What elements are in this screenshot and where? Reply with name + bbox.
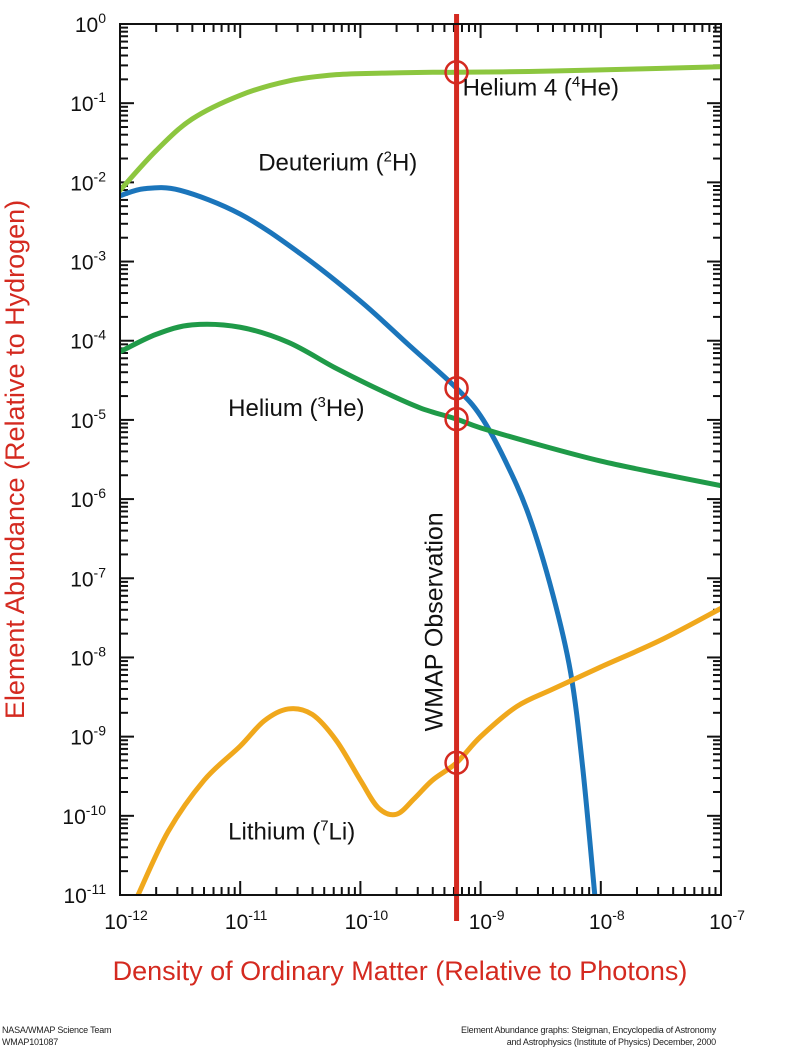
y-tick-label: 10-9: [70, 723, 106, 750]
x-tick-label: 10-11: [225, 907, 268, 934]
x-tick-label: 10-8: [589, 907, 625, 934]
x-tick-label: 10-10: [345, 907, 389, 934]
y-tick-label: 10-3: [70, 248, 106, 275]
labels-layer: 10-12 10-11 10-10 10-9 10-8 10-710010-110-210…: [62, 10, 745, 934]
series-line-lithium7: [135, 605, 721, 895]
series-line-deuterium: [120, 185, 598, 895]
observation-marker-helium3: [444, 406, 469, 432]
credit-left: NASA/WMAP Science Team WMAP101087: [2, 1024, 112, 1048]
observation-marker-lithium7: [444, 750, 469, 776]
observation-marker-deuterium: [444, 375, 469, 401]
plot-frame: [119, 23, 722, 896]
x-tick-label: 10-7: [709, 907, 745, 934]
series-layer: [120, 64, 721, 895]
y-tick-label: 10-4: [70, 327, 106, 354]
series-line-helium3: [120, 321, 721, 489]
axis-ticks: [119, 23, 722, 896]
y-tick-label: 10-11: [63, 881, 106, 908]
credit-right-line-1: Element Abundance graphs: Steigman, Ency…: [461, 1025, 716, 1035]
wmap-observation: [444, 14, 469, 921]
y-tick-label: 10-8: [70, 643, 106, 670]
y-tick-label: 10-2: [70, 168, 106, 195]
series-line-helium4: [120, 64, 721, 193]
y-axis-title: Element Abundance (Relative to Hydrogen): [0, 200, 30, 719]
credit-left-line-2: WMAP101087: [2, 1037, 59, 1047]
y-tick-label: 10-1: [70, 89, 106, 116]
wmap-observation-label: WMAP Observation: [421, 512, 449, 731]
credit-right-line-2: and Astrophysics (Institute of Physics) …: [506, 1037, 717, 1047]
y-tick-label: 10-6: [70, 485, 106, 512]
x-tick-label: 10-9: [469, 907, 505, 934]
y-tick-label: 100: [75, 10, 106, 37]
series-label-helium4: Helium 4 (4He): [463, 73, 619, 101]
y-tick-label: 10-7: [70, 564, 106, 591]
credit-left-line-1: NASA/WMAP Science Team: [2, 1025, 112, 1035]
x-tick-label: 10-12: [104, 907, 148, 934]
y-tick-label: 10-5: [70, 406, 106, 433]
observation-marker-helium4: [444, 60, 469, 85]
series-label-deuterium: Deuterium (2H): [258, 148, 417, 176]
x-axis-title: Density of Ordinary Matter (Relative to …: [113, 956, 688, 986]
y-tick-label: 10-10: [62, 802, 106, 829]
series-label-helium3: Helium (3He): [228, 394, 364, 422]
credit-right: Element Abundance graphs: Steigman, Ency…: [461, 1024, 716, 1048]
series-label-lithium7: Lithium (7Li): [228, 818, 355, 846]
